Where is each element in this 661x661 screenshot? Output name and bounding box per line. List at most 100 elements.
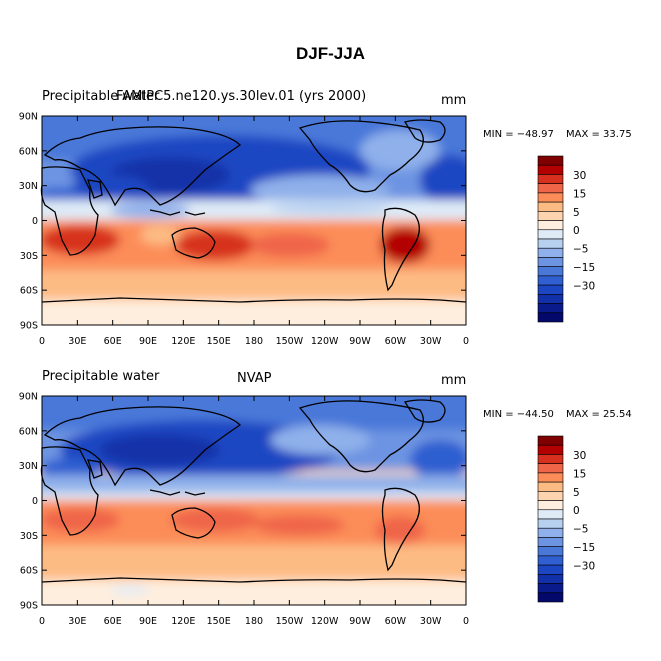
colorbars-layer: 30 15 5 0 −5 −15 −30 30 15 5 0 −5 −15 −30 — [537, 155, 595, 603]
colorbar-swatch — [537, 266, 564, 277]
colorbar-label: 15 — [573, 468, 586, 480]
axes-layer: 0 30E 60E 90E 120E 150E 180 150W 120W 90W 60W 30W 09… — [19, 112, 469, 628]
panel1-map — [42, 116, 466, 325]
x-tick-label: 60W — [385, 336, 407, 347]
colorbar-swatch — [537, 220, 564, 231]
colorbar-swatch — [537, 303, 564, 314]
x-tick-label: 120E — [171, 616, 195, 627]
colorbar-label: −30 — [573, 561, 595, 573]
y-tick-label: 30S — [20, 531, 38, 542]
panel2-min: MIN = −44.50 — [483, 409, 554, 420]
x-tick-label: 90E — [139, 336, 157, 347]
x-tick-label: 150W — [276, 336, 304, 347]
colorbar-swatch — [537, 284, 564, 295]
colorbar-label: −5 — [573, 524, 588, 536]
x-tick-label: 60E — [104, 616, 122, 627]
y-tick-label: 90S — [20, 601, 38, 612]
y-tick-label: 60N — [19, 426, 38, 437]
x-tick-label: 90W — [349, 616, 371, 627]
colorbar-swatch — [537, 247, 564, 258]
x-tick-label: 0 — [39, 336, 45, 347]
x-tick-label: 120E — [171, 336, 195, 347]
colorbar-label: 0 — [573, 505, 580, 517]
colorbar-swatch — [537, 583, 564, 594]
x-tick-label: 180 — [245, 336, 263, 347]
y-tick-label: 0 — [32, 216, 38, 227]
x-tick-label: 30W — [420, 336, 442, 347]
colorbar-label: 15 — [573, 188, 586, 200]
colorbar-swatch — [537, 546, 564, 557]
panel1-left-label: Precipitable water — [42, 89, 160, 104]
y-tick-label: 30S — [20, 251, 38, 262]
x-tick-label: 30E — [68, 616, 86, 627]
colorbar-swatch — [537, 192, 564, 203]
colorbar-label: 30 — [573, 450, 586, 462]
x-tick-label: 180 — [245, 616, 263, 627]
colorbar-label: −15 — [573, 262, 595, 274]
colorbar-swatch — [537, 472, 564, 483]
colorbar-swatch — [537, 444, 564, 455]
colorbar-swatch — [537, 238, 564, 249]
panel1-units: mm — [441, 93, 467, 108]
x-tick-label: 30W — [420, 616, 442, 627]
x-tick-label: 0 — [39, 616, 45, 627]
colorbar-label: −30 — [573, 281, 595, 293]
y-tick-label: 60S — [20, 566, 38, 577]
colorbar-swatch — [537, 229, 564, 240]
colorbar-label: 0 — [573, 225, 580, 237]
colorbar-swatch — [537, 435, 564, 446]
colorbar-swatch — [537, 537, 564, 547]
colorbar-swatch — [537, 257, 564, 267]
y-tick-label: 60S — [20, 286, 38, 297]
colorbar-swatch — [537, 527, 564, 538]
colorbar-swatch — [537, 174, 564, 184]
colorbar-swatch — [537, 463, 564, 474]
colorbar-swatch — [537, 275, 564, 286]
y-tick-label: 90N — [19, 112, 38, 123]
colorbar-swatch — [537, 500, 564, 511]
x-tick-label: 30E — [68, 336, 86, 347]
colorbar-label: 30 — [573, 170, 586, 182]
panel1-center-label: FAMIPC5.ne120.ys.30lev.01 (yrs 2000) — [116, 89, 367, 104]
colorbar-swatch — [537, 592, 564, 603]
panel2-units: mm — [441, 373, 467, 388]
x-tick-label: 120W — [311, 336, 339, 347]
coastlines — [40, 119, 467, 303]
y-tick-label: 0 — [32, 496, 38, 507]
colorbar-swatch — [537, 454, 564, 464]
y-tick-label: 90N — [19, 392, 38, 403]
x-tick-label: 0 — [463, 616, 469, 627]
colorbar-swatch — [537, 509, 564, 520]
colorbar-swatch — [537, 555, 564, 566]
panel2-max: MAX = 25.54 — [566, 409, 632, 420]
x-tick-label: 60W — [385, 616, 407, 627]
colorbar-swatch — [537, 183, 564, 194]
x-tick-label: 90W — [349, 336, 371, 347]
x-tick-label: 150E — [207, 616, 231, 627]
colorbar-label: 5 — [573, 487, 580, 499]
panel2-map — [42, 396, 466, 605]
colorbar-swatch — [537, 211, 564, 221]
y-tick-label: 60N — [19, 146, 38, 157]
x-tick-label: 90E — [139, 616, 157, 627]
colorbar-label: −5 — [573, 244, 588, 256]
colorbar-swatch — [537, 481, 564, 492]
colorbar-swatch — [537, 201, 564, 212]
x-tick-label: 150E — [207, 336, 231, 347]
colorbar-swatch — [537, 518, 564, 529]
x-tick-label: 60E — [104, 336, 122, 347]
x-tick-label: 150W — [276, 616, 304, 627]
colorbar-swatch — [537, 294, 564, 304]
panel2-left-label: Precipitable water — [42, 369, 160, 384]
y-tick-label: 90S — [20, 321, 38, 332]
x-tick-label: 120W — [311, 616, 339, 627]
colorbar-swatch — [537, 164, 564, 175]
colorbar-label: 5 — [573, 207, 580, 219]
panel1-field — [42, 116, 466, 325]
colorbar-swatch — [537, 312, 564, 323]
figure-title: DJF-JJA — [296, 44, 365, 63]
colorbar-swatch — [537, 574, 564, 584]
x-tick-label: 0 — [463, 336, 469, 347]
panel2-field — [42, 396, 466, 605]
